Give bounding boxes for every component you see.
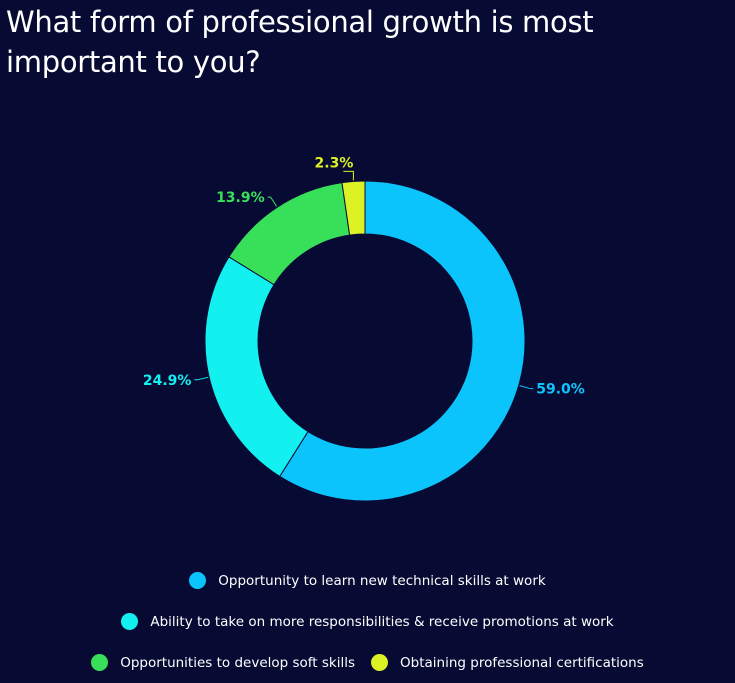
legend-marker-responsibilities [121,613,139,630]
data-label-responsibilities-leader [194,376,209,381]
data-label-technical-skills-leader [519,385,534,390]
legend-item-technical-skills[interactable]: Opportunity to learn new technical skill… [189,572,546,589]
legend-row-1: Opportunity to learn new technical skill… [0,572,735,589]
legend-item-soft-skills[interactable]: Opportunities to develop soft skills [91,654,355,671]
legend-label-responsibilities: Ability to take on more responsibilities… [150,613,614,630]
legend-label-certifications: Obtaining professional certifications [400,654,644,671]
legend-marker-technical-skills [189,572,207,589]
legend-row-3: Opportunities to develop soft skills Obt… [0,654,735,671]
data-label-responsibilities: 24.9% [143,373,192,389]
data-label-certifications-leader [343,170,354,181]
legend-marker-soft-skills [91,654,109,671]
slice-certifications[interactable] [341,180,366,236]
data-label-certifications: 2.3% [315,155,354,171]
legend-row-2: Ability to take on more responsibilities… [0,613,735,630]
slice-responsibilities[interactable] [204,256,309,478]
legend-item-responsibilities[interactable]: Ability to take on more responsibilities… [121,613,614,630]
chart-title: What form of professional growth is most… [6,5,594,79]
data-label-technical-skills: 59.0% [536,382,585,398]
legend-label-technical-skills: Opportunity to learn new technical skill… [218,572,546,589]
legend-label-soft-skills: Opportunities to develop soft skills [120,654,356,671]
slice-technical-skills[interactable] [279,180,526,502]
data-label-soft-skills: 13.9% [216,190,265,206]
data-label-soft-skills-leader [267,196,278,207]
legend-marker-certifications [371,654,389,671]
legend-item-certifications[interactable]: Obtaining professional certifications [371,654,644,671]
